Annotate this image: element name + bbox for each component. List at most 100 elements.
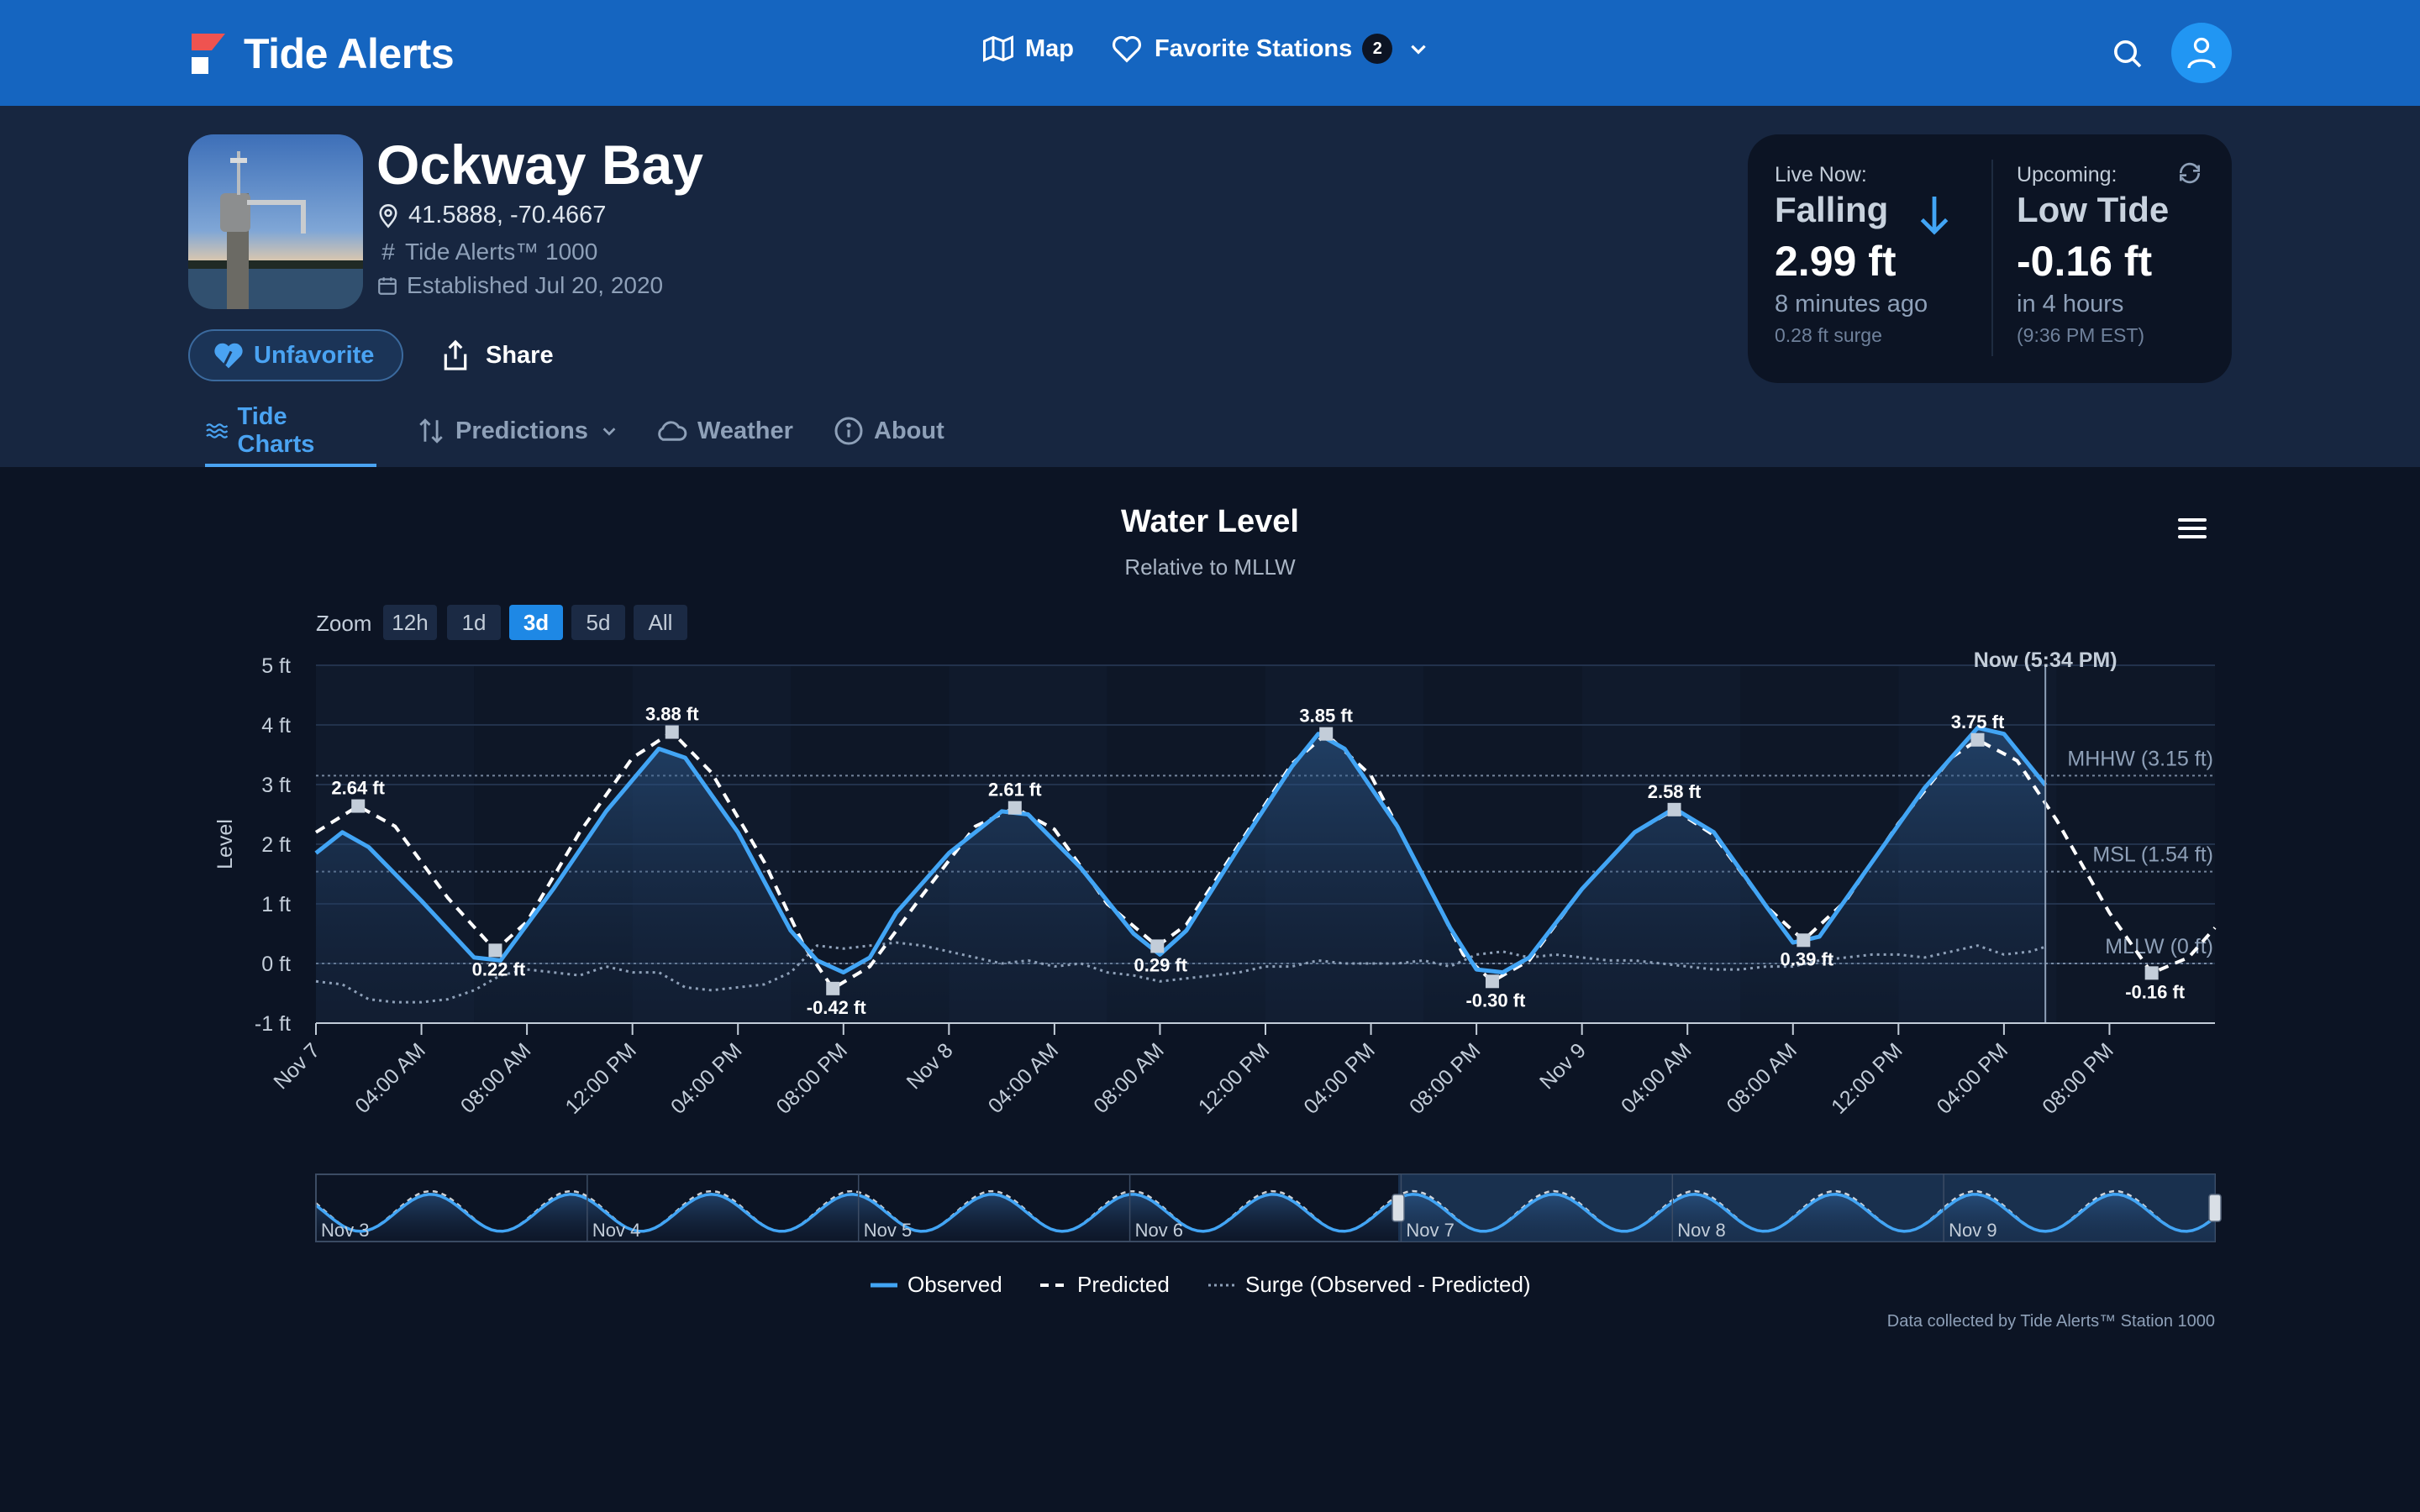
legend-surge[interactable]: Surge (Observed - Predicted) [1207, 1272, 1531, 1298]
share-button[interactable]: Share [440, 329, 554, 381]
brand[interactable]: Tide Alerts [188, 30, 455, 77]
observed-area [316, 727, 2046, 1023]
x-tick-label: Nov 8 [902, 1038, 958, 1094]
unfavorite-button[interactable]: Unfavorite [188, 329, 403, 381]
map-icon [983, 35, 1013, 62]
x-tick-label: 08:00 AM [1089, 1038, 1168, 1117]
legend-predicted-label: Predicted [1077, 1272, 1170, 1297]
y-tick-label: 3 ft [261, 774, 291, 797]
x-tick-label: 08:00 PM [2038, 1038, 2118, 1118]
top-navbar: Tide Alerts Map Favorite Stations 2 [0, 0, 2420, 106]
reference-line-label: MSL (1.54 ft) [2092, 843, 2213, 867]
x-tick-label: 04:00 AM [984, 1038, 1063, 1117]
arrow-down-icon [1920, 197, 1949, 235]
navigator-handle[interactable] [2208, 1194, 2222, 1222]
zoom-all-button[interactable]: All [634, 605, 687, 640]
tab-tide-charts-label: Tide Charts [237, 403, 315, 458]
water-level-chart: 5 ft 4 ft 3 ft 2 ft 1 ft 0 ft -1 ft Level MHHW (… [213, 648, 2222, 1242]
nav-favorite-stations[interactable]: Favorite Stations 2 [1111, 34, 1429, 64]
search-icon[interactable] [2111, 37, 2144, 71]
chart-menu-icon[interactable] [2178, 516, 2207, 541]
x-tick-label: 12:00 PM [560, 1038, 640, 1118]
observed-series-line [314, 726, 2048, 975]
station-photo [188, 134, 363, 309]
legend-observed-label: Observed [908, 1272, 1002, 1297]
navigator-handle[interactable] [1392, 1194, 1405, 1222]
refresh-icon[interactable] [2176, 160, 2203, 186]
live-trend: Falling [1775, 190, 1889, 229]
chart-subtitle: Relative to MLLW [1124, 554, 1296, 580]
navigator-day-label: Nov 5 [864, 1220, 912, 1241]
tab-weather-label: Weather [697, 417, 793, 444]
tab-about[interactable]: About [834, 395, 944, 467]
zoom-1d-button[interactable]: 1d [447, 605, 501, 640]
extreme-label: 0.22 ft [472, 958, 526, 979]
extreme-label: 3.75 ft [1951, 711, 2005, 732]
navigator-day-label: Nov 9 [1949, 1220, 1996, 1241]
x-tick-label: 12:00 PM [1194, 1038, 1274, 1118]
live-now-label: Live Now: [1775, 163, 1867, 186]
tab-predictions[interactable]: Predictions [417, 395, 618, 467]
brand-logo-icon [192, 34, 225, 74]
live-status-card: Live Now: Falling 2.99 ft 8 minutes ago … [1748, 134, 2232, 383]
y-tick-label: 5 ft [261, 654, 291, 678]
x-tick-label: 08:00 AM [456, 1038, 535, 1117]
legend-observed[interactable]: Observed [869, 1272, 1002, 1298]
y-axis-title: Level [213, 819, 237, 869]
info-icon [834, 417, 863, 445]
navigator-day-label: Nov 7 [1406, 1220, 1454, 1241]
tab-weather[interactable]: Weather [655, 395, 793, 467]
zoom-label: Zoom [316, 611, 372, 636]
zoom-12h-button[interactable]: 12h [383, 605, 437, 640]
x-tick-label: 04:00 AM [350, 1038, 429, 1117]
extreme-marker [351, 799, 366, 813]
extreme-label: 3.88 ft [645, 704, 699, 725]
x-tick-label: 08:00 AM [1723, 1038, 1802, 1117]
x-tick-label: 12:00 PM [1827, 1038, 1907, 1118]
extreme-marker [1485, 974, 1499, 989]
extreme-marker [1970, 732, 1985, 747]
zoom-3d-button[interactable]: 3d [509, 605, 563, 640]
extreme-marker [1319, 727, 1334, 741]
station-model: # Tide Alerts™ 1000 [376, 239, 597, 265]
share-label: Share [486, 341, 554, 369]
extreme-marker [2144, 966, 2159, 980]
extreme-marker [1797, 933, 1811, 948]
nav-map[interactable]: Map [983, 34, 1074, 64]
surge-series-line [315, 941, 2046, 1004]
live-updated-ago: 8 minutes ago [1775, 291, 1928, 318]
x-tick-label: 04:00 PM [1933, 1038, 2012, 1118]
x-tick-label: 04:00 AM [1617, 1038, 1696, 1117]
nav-favorites-label: Favorite Stations [1155, 34, 1353, 62]
chevron-down-icon [602, 428, 616, 436]
x-tick-label: 04:00 PM [1299, 1038, 1379, 1118]
extreme-label: 0.39 ft [1781, 948, 1834, 969]
y-tick-label: -1 ft [255, 1012, 291, 1036]
established-text: Established Jul 20, 2020 [407, 272, 664, 298]
navigator-day-label: Nov 3 [321, 1220, 369, 1241]
legend-observed-swatch [871, 1283, 897, 1287]
x-tick-label: Nov 9 [1535, 1038, 1591, 1094]
upcoming-event: Low Tide [2017, 190, 2170, 229]
zoom-5d-button[interactable]: 5d [571, 605, 625, 640]
unfavorite-label: Unfavorite [254, 341, 375, 369]
extreme-marker [1667, 802, 1681, 816]
legend-predicted[interactable]: Predicted [1039, 1272, 1170, 1298]
tab-tide-charts[interactable]: Tide Charts [205, 395, 326, 467]
data-credit: Data collected by Tide Alerts™ Station 1… [1886, 1312, 2215, 1331]
extreme-label: 2.64 ft [331, 778, 385, 799]
x-tick-label: 08:00 PM [772, 1038, 852, 1118]
sort-arrows-icon [419, 418, 443, 444]
y-tick-label: 1 ft [261, 893, 291, 916]
upcoming-in: in 4 hours [2017, 291, 2124, 318]
reference-line-label: MHHW (3.15 ft) [2067, 747, 2213, 770]
user-avatar-button[interactable] [2171, 23, 2232, 83]
extreme-label: 2.61 ft [988, 780, 1042, 801]
model-text: Tide Alerts™ 1000 [405, 239, 598, 265]
heart-icon [1113, 35, 1141, 63]
upcoming-label: Upcoming: [2017, 163, 2118, 186]
extreme-label: 3.85 ft [1299, 706, 1353, 727]
now-label: Now (5:34 PM) [1974, 648, 2118, 672]
extreme-label: -0.16 ft [2125, 981, 2186, 1002]
extreme-label: 0.29 ft [1134, 954, 1188, 975]
